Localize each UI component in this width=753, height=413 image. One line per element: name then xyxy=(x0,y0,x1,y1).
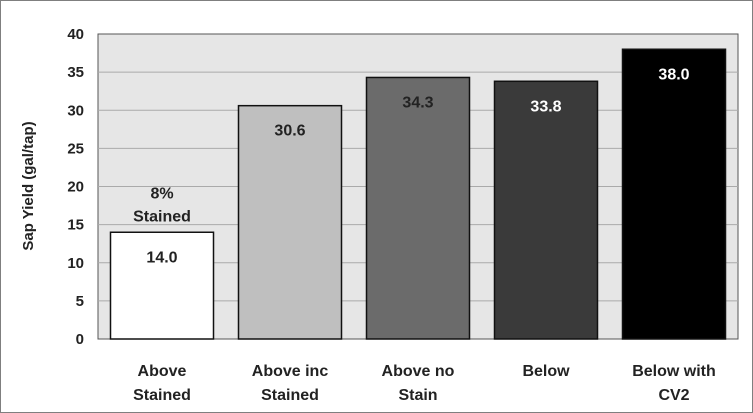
x-tick-label: Stained xyxy=(133,387,191,404)
data-label: 30.6 xyxy=(274,123,305,140)
bar xyxy=(493,80,599,340)
x-tick-label: Above inc xyxy=(252,363,329,380)
annotation-label: 8% xyxy=(150,185,173,202)
y-tick-label: 0 xyxy=(76,331,84,348)
y-tick-label: 40 xyxy=(67,26,84,43)
x-tick-label: Stained xyxy=(261,387,319,404)
y-tick-label: 25 xyxy=(67,140,84,157)
y-tick-label: 30 xyxy=(67,102,84,119)
value-labels: 14.0 30.6 34.3 33.8 38.0 xyxy=(146,66,689,266)
y-tick-label: 5 xyxy=(76,293,84,310)
y-tick-label: 10 xyxy=(67,255,84,272)
y-axis-title: Sap Yield (gal/tap) xyxy=(20,121,37,250)
x-tick-label: CV2 xyxy=(658,387,689,404)
x-axis-labels: Above Stained Above inc Stained Above no Stai… xyxy=(133,363,716,404)
data-label: 34.3 xyxy=(402,94,433,111)
bar xyxy=(621,48,727,340)
data-label: 33.8 xyxy=(530,98,561,115)
annotations: 8% Stained xyxy=(133,185,191,225)
bars xyxy=(109,48,727,340)
x-tick-label: Below with xyxy=(632,363,716,380)
y-axis-ticks: 0 5 10 15 20 25 30 35 40 xyxy=(67,26,84,348)
annotation-label: Stained xyxy=(133,208,191,225)
x-tick-label: Stain xyxy=(398,387,437,404)
data-label: 14.0 xyxy=(146,249,177,266)
bar xyxy=(109,231,215,340)
x-tick-label: Above no xyxy=(382,363,455,380)
y-tick-label: 35 xyxy=(67,64,84,81)
x-tick-label: Below xyxy=(522,363,570,380)
y-tick-label: 20 xyxy=(67,179,84,196)
data-label: 38.0 xyxy=(658,66,689,83)
x-tick-label: Above xyxy=(138,363,187,380)
y-tick-label: 15 xyxy=(67,217,84,234)
bar xyxy=(237,104,343,340)
bar xyxy=(365,76,471,340)
